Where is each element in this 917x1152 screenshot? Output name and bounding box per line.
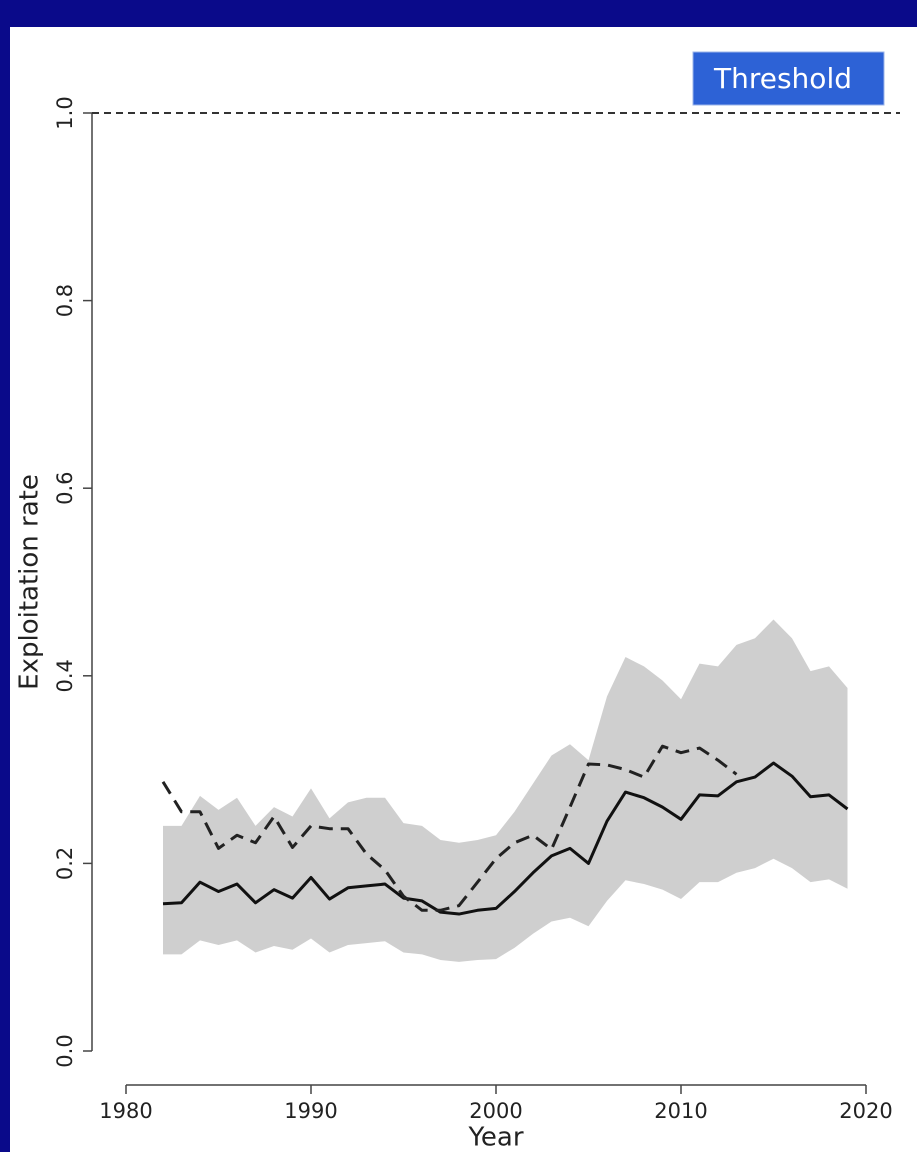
- y-tick-label: 0.8: [53, 284, 77, 317]
- confidence-band: [163, 619, 848, 962]
- threshold-label: Threshold: [713, 62, 852, 95]
- series-line: [161, 744, 738, 912]
- x-tick-label: 1990: [284, 1099, 337, 1123]
- y-tick-label: 0.6: [53, 471, 77, 504]
- x-tick-label: 2010: [654, 1099, 707, 1123]
- series-line: [162, 761, 849, 916]
- y-tick-label: 0.4: [53, 659, 77, 692]
- threshold-label-box: [692, 51, 885, 106]
- x-tick-label: 2000: [469, 1099, 522, 1123]
- x-axis-label: Year: [467, 1123, 523, 1152]
- y-tick-label: 0.0: [53, 1034, 77, 1067]
- x-tick-label: 1980: [99, 1099, 152, 1123]
- chart-background: [10, 27, 917, 1152]
- x-tick-label: 2020: [839, 1099, 892, 1123]
- y-tick-label: 1.0: [53, 96, 77, 129]
- plot: 0.0 0.2 0.4 0.6 0.8 1.0 1980 1990 2000 2010 2020 Th…: [53, 51, 900, 1123]
- y-axis-label: Exploitation rate: [15, 474, 45, 690]
- y-tick-label: 0.2: [53, 847, 77, 880]
